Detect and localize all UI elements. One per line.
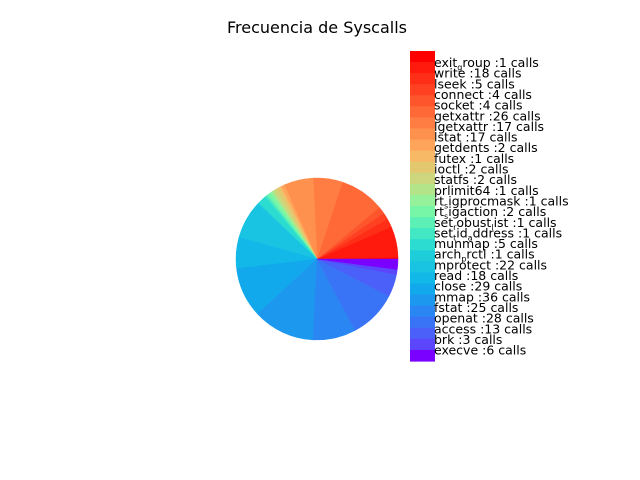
pie-slices xyxy=(235,177,399,341)
legend-swatch-getxattr xyxy=(410,106,435,119)
legend-swatch-lstat xyxy=(410,128,435,141)
legend-swatch-close xyxy=(410,283,435,296)
legend-label-fstat: fstat :25 calls xyxy=(434,300,518,315)
legend-swatch-rt-sigprocmask xyxy=(410,194,435,207)
legend-label-execve: execve :6 calls xyxy=(434,343,526,358)
legend-swatch-set-tid-address xyxy=(410,228,435,240)
legend-label-lseek: lseek :5 calls xyxy=(434,76,515,91)
legend-label-mprotect: mprotect :22 calls xyxy=(434,257,547,272)
legend-label-rt-sigaction: rtsigaction :2 calls xyxy=(434,204,546,221)
legend-swatch-munmap xyxy=(410,239,435,251)
legend-label-access: access :13 calls xyxy=(434,321,532,336)
legend-label-prlimit64: prlimit64 :1 calls xyxy=(434,183,539,198)
legend-label-getdents: getdents :2 calls xyxy=(434,140,538,155)
legend-swatch-lgetxattr xyxy=(410,117,435,130)
legend-swatch-getdents xyxy=(410,139,435,152)
legend-label-close: close :29 calls xyxy=(434,279,522,294)
legend-label-write: write :18 calls xyxy=(434,66,521,81)
legend-swatch-futex xyxy=(410,150,435,163)
legend-swatch-rt-sigaction xyxy=(410,206,435,218)
legend-label-set-robust-list: setrobustlist :1 calls xyxy=(434,215,557,232)
legend-label-futex: futex :1 calls xyxy=(434,151,514,166)
chart-title: Frecuencia de Syscalls xyxy=(227,18,407,37)
legend-swatch-mprotect xyxy=(410,261,435,274)
legend-swatch-read xyxy=(410,272,435,285)
legend-label-connect: connect :4 calls xyxy=(434,87,532,102)
pie-slice-mmap xyxy=(257,258,318,341)
legend-label-exit-group: exitgroup :1 calls xyxy=(434,55,539,72)
legend-label-lgetxattr: lgetxattr :17 calls xyxy=(434,119,544,134)
legend-label-set-tid-address: settidaddress :1 calls xyxy=(434,225,562,242)
legend-label-mmap: mmap :36 calls xyxy=(434,289,530,304)
legend-label-ioctl: ioctl :2 calls xyxy=(434,162,508,177)
legend-swatch-brk xyxy=(410,338,435,351)
legend-label-statfs: statfs :2 calls xyxy=(434,172,517,187)
legend-label-getxattr: getxattr :26 calls xyxy=(434,108,541,123)
legend-label-brk: brk :3 calls xyxy=(434,332,502,347)
legend-swatch-connect xyxy=(410,84,435,96)
legend-swatch-access xyxy=(410,327,435,340)
legend-swatch-lseek xyxy=(410,73,435,85)
legend-swatch-arch-prctl xyxy=(410,250,435,262)
legend-label-arch-prctl: archprctl :1 calls xyxy=(434,247,535,264)
legend-label-munmap: munmap :5 calls xyxy=(434,236,538,251)
legend-label-read: read :18 calls xyxy=(434,268,518,283)
legend-swatch-write xyxy=(410,62,435,74)
legend-swatch-fstat xyxy=(410,305,435,318)
legend-label-lstat: lstat :17 calls xyxy=(434,130,518,145)
legend-label-socket: socket :4 calls xyxy=(434,98,523,113)
legend-swatch-prlimit64 xyxy=(410,183,435,196)
legend-swatch-openat xyxy=(410,316,435,329)
legend-swatch-set-robust-list xyxy=(410,217,435,229)
legend-swatch-ioctl xyxy=(410,161,435,174)
pie-slice-execve xyxy=(316,258,399,270)
legend-swatch-socket xyxy=(410,95,435,107)
legend-swatch-statfs xyxy=(410,172,435,185)
legend-swatch-execve xyxy=(410,349,435,362)
legend-label-openat: openat :28 calls xyxy=(434,311,534,326)
legend-swatch-mmap xyxy=(410,294,435,307)
legend-label-rt-sigprocmask: rtsigprocmask :1 calls xyxy=(434,193,569,210)
legend-swatch-exit-group xyxy=(410,51,435,63)
